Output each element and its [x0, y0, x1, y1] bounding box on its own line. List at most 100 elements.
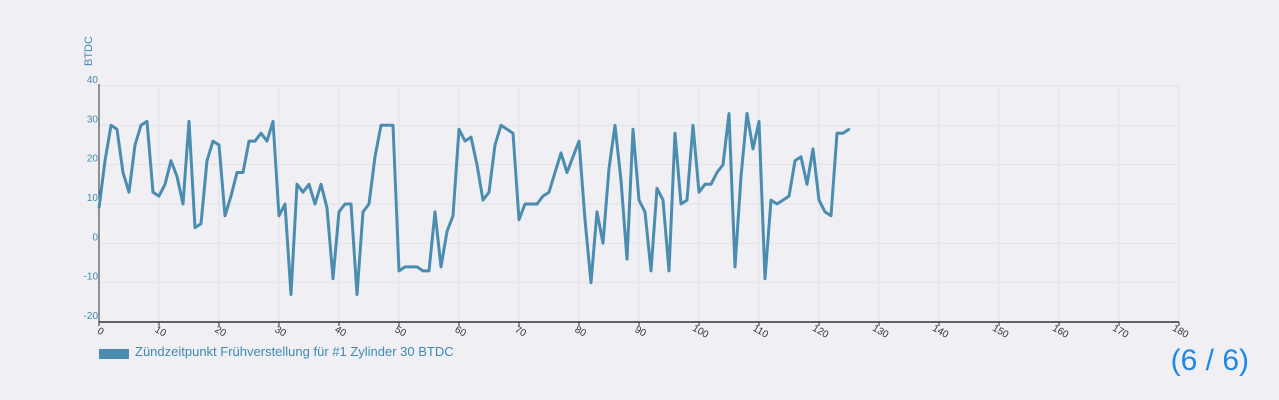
data-point [325, 206, 329, 210]
data-point [721, 163, 725, 166]
data-point [697, 191, 701, 194]
data-point [103, 159, 107, 162]
x-tick-label: 100 [690, 323, 710, 341]
data-point [259, 132, 263, 135]
y-tick-label: 20 [87, 154, 99, 165]
x-tick-label: 80 [573, 324, 589, 339]
data-point [751, 147, 755, 151]
data-point [463, 139, 467, 143]
data-point [199, 222, 203, 225]
data-point [691, 124, 695, 127]
data-point [607, 167, 611, 170]
data-point [361, 210, 365, 214]
data-point [679, 202, 683, 206]
data-point [523, 202, 527, 206]
data-point [421, 269, 425, 273]
series-line [97, 112, 850, 296]
data-point [715, 171, 719, 174]
data-point [289, 293, 293, 296]
legend[interactable]: Zündzeitpunkt Frühverstellung für #1 Zyl… [99, 344, 454, 359]
x-tick-label: 0 [95, 326, 106, 339]
x-tick-label: 170 [1110, 323, 1130, 341]
y-tick-label: 30 [87, 114, 99, 125]
data-point [109, 124, 113, 127]
data-point [331, 277, 335, 280]
data-point [685, 198, 689, 202]
data-point [301, 191, 305, 194]
data-point [223, 214, 227, 217]
data-point [469, 135, 473, 139]
data-point [541, 194, 545, 198]
data-point [427, 269, 431, 273]
data-point [529, 202, 533, 206]
x-tick-label: 120 [810, 323, 830, 341]
x-tick-label: 40 [333, 324, 349, 339]
data-point [307, 183, 311, 186]
data-point [577, 139, 581, 143]
data-point [181, 202, 185, 206]
data-points [97, 112, 851, 296]
data-point [589, 281, 593, 284]
x-tick-label: 160 [1050, 323, 1070, 341]
data-point [829, 214, 833, 217]
data-point [625, 257, 629, 261]
data-point [355, 293, 359, 296]
data-point [409, 265, 413, 269]
data-point [661, 198, 665, 202]
data-point [775, 202, 779, 206]
data-point [295, 183, 299, 186]
data-point [415, 265, 419, 269]
y-tick-label: -20 [84, 311, 99, 322]
data-point [817, 198, 821, 202]
data-point [841, 132, 845, 135]
x-tick-label: 60 [453, 324, 469, 339]
y-tick-label: 10 [87, 193, 99, 204]
y-tick-label: -10 [84, 272, 99, 283]
data-point [733, 265, 737, 269]
data-point [127, 191, 131, 194]
data-point [337, 210, 341, 214]
data-point [517, 218, 521, 221]
x-tick-label: 50 [393, 324, 409, 339]
data-point [787, 194, 791, 198]
data-point [373, 155, 377, 158]
y-axis-label: BTDC [83, 36, 95, 66]
data-point [583, 218, 587, 221]
data-point [553, 171, 557, 174]
data-point [265, 139, 269, 143]
data-point [847, 128, 851, 131]
data-point [649, 269, 653, 273]
data-point [151, 191, 155, 194]
data-point [619, 179, 623, 182]
data-point [319, 183, 323, 186]
data-point [277, 214, 281, 217]
data-point [229, 194, 233, 198]
data-point [613, 124, 617, 127]
data-point [379, 124, 383, 127]
data-point [703, 183, 707, 186]
data-point [643, 210, 647, 214]
data-point [487, 191, 491, 194]
data-point [169, 159, 173, 162]
data-point [175, 175, 179, 178]
data-point [763, 277, 767, 280]
x-tick-label: 10 [153, 324, 169, 339]
data-point [799, 155, 803, 158]
data-point [745, 112, 749, 115]
data-point [385, 124, 389, 127]
data-point [481, 198, 485, 202]
data-point [217, 143, 221, 147]
data-point [757, 120, 761, 123]
data-point [667, 269, 671, 273]
data-point [247, 139, 251, 143]
data-point [457, 128, 461, 131]
y-tick-label: 40 [87, 75, 99, 86]
x-ticks: 0 10 20 30 40 50 60 70 80 90 100 110 120 130 140 150 160… [95, 323, 1191, 341]
data-point [547, 191, 551, 194]
data-point [571, 155, 575, 158]
data-point [211, 139, 215, 143]
page-indicator: (6 / 6) [1170, 344, 1249, 377]
data-point [739, 175, 743, 178]
data-point [349, 202, 353, 206]
data-point [187, 120, 191, 123]
